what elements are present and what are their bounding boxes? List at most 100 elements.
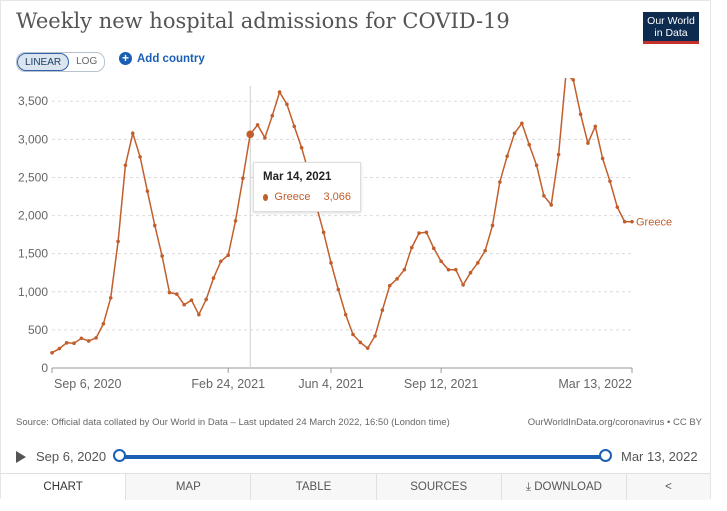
data-point bbox=[512, 131, 517, 136]
data-point bbox=[116, 239, 120, 244]
data-point bbox=[50, 350, 54, 355]
tooltip-date: Mar 14, 2021 bbox=[263, 171, 332, 183]
y-tick-label: 0 bbox=[41, 361, 48, 375]
data-point bbox=[160, 254, 164, 258]
play-icon[interactable] bbox=[16, 451, 26, 463]
data-point bbox=[204, 297, 208, 302]
data-point bbox=[219, 259, 223, 264]
line-chart[interactable]: 0 500 1,000 1,500 2,000 2,500 3,000 3,500 Sep 6,… bbox=[0, 78, 711, 413]
data-point bbox=[622, 219, 627, 224]
data-point bbox=[358, 340, 363, 345]
data-point bbox=[299, 145, 304, 150]
y-tick-label: 2,000 bbox=[18, 209, 48, 223]
download-label: DOWNLOAD bbox=[534, 481, 602, 493]
data-point bbox=[446, 267, 451, 272]
data-point bbox=[152, 223, 157, 228]
data-point bbox=[123, 163, 128, 168]
data-point bbox=[329, 261, 333, 265]
data-point bbox=[241, 176, 245, 181]
data-point bbox=[64, 341, 69, 345]
data-point bbox=[593, 124, 598, 129]
data-point bbox=[461, 283, 465, 287]
add-country-button[interactable]: + Add country bbox=[119, 52, 205, 65]
timeline: Sep 6, 2020 Mar 13, 2022 bbox=[16, 446, 704, 468]
x-tick-label: Jun 4, 2021 bbox=[298, 377, 363, 391]
data-point bbox=[130, 131, 135, 136]
chart-title: Weekly new hospital admissions for COVID… bbox=[16, 9, 510, 33]
series-line-greece bbox=[51, 78, 632, 354]
tab-bar: CHART MAP TABLE SOURCES ⤓ DOWNLOAD < bbox=[1, 473, 711, 500]
logo-line2: in Data bbox=[654, 27, 688, 39]
tab-sources[interactable]: SOURCES bbox=[375, 474, 501, 500]
data-point bbox=[292, 124, 297, 129]
tab-table[interactable]: TABLE bbox=[250, 474, 376, 500]
data-point bbox=[615, 205, 620, 209]
data-point bbox=[270, 113, 275, 118]
data-point bbox=[439, 259, 443, 264]
source-url[interactable]: OurWorldInData.org/coronavirus • CC BY bbox=[527, 417, 702, 428]
data-point bbox=[600, 156, 605, 161]
data-point bbox=[483, 248, 487, 253]
plus-icon: + bbox=[119, 52, 132, 65]
data-point bbox=[263, 136, 267, 140]
data-point bbox=[189, 298, 194, 302]
data-point bbox=[233, 219, 238, 223]
data-point bbox=[145, 189, 150, 193]
data-point bbox=[527, 142, 532, 147]
data-point bbox=[476, 261, 480, 265]
data-point bbox=[409, 245, 414, 250]
timeline-end-label: Mar 13, 2022 bbox=[621, 449, 698, 464]
tab-map[interactable]: MAP bbox=[125, 474, 251, 500]
data-point bbox=[197, 312, 201, 317]
data-point bbox=[86, 339, 91, 343]
data-point bbox=[57, 346, 62, 351]
data-point bbox=[72, 341, 76, 346]
data-point bbox=[571, 78, 576, 82]
data-point bbox=[608, 179, 612, 184]
series-end-label: Greece bbox=[636, 217, 672, 229]
add-country-label: Add country bbox=[137, 52, 205, 65]
y-tick-label: 1,500 bbox=[18, 247, 48, 261]
x-tick-label: Feb 24, 2021 bbox=[191, 377, 265, 391]
logo-line1: Our World bbox=[647, 15, 695, 27]
tab-chart[interactable]: CHART bbox=[1, 474, 126, 500]
tooltip-value: 3,066 bbox=[323, 191, 351, 203]
timeline-track[interactable] bbox=[119, 455, 607, 459]
data-point bbox=[138, 155, 142, 159]
tooltip-series: Greece bbox=[274, 191, 311, 203]
data-point bbox=[373, 334, 377, 338]
data-point bbox=[505, 154, 509, 158]
data-point bbox=[520, 121, 524, 126]
data-point bbox=[387, 283, 392, 288]
data-point bbox=[549, 203, 554, 207]
timeline-start-handle[interactable] bbox=[113, 449, 126, 462]
data-point bbox=[468, 270, 473, 275]
linear-scale-button[interactable]: LINEAR bbox=[17, 53, 70, 71]
data-point bbox=[79, 336, 84, 341]
y-tick-label: 2,500 bbox=[18, 170, 48, 184]
data-point bbox=[490, 223, 495, 228]
data-point bbox=[277, 90, 282, 94]
timeline-end-handle[interactable] bbox=[599, 449, 612, 462]
x-tick-label: Sep 12, 2021 bbox=[404, 377, 478, 391]
data-point bbox=[417, 231, 421, 235]
series-dot-icon bbox=[263, 193, 269, 201]
y-tick-label: 3,000 bbox=[18, 132, 48, 146]
share-button[interactable]: < bbox=[626, 474, 711, 500]
data-point bbox=[182, 302, 186, 307]
x-tick-label: Sep 6, 2020 bbox=[54, 377, 121, 391]
y-tick-label: 3,500 bbox=[18, 94, 48, 108]
data-point bbox=[498, 180, 502, 184]
data-point bbox=[321, 230, 326, 235]
data-point bbox=[365, 346, 370, 350]
y-tick-label: 500 bbox=[28, 323, 48, 337]
data-point bbox=[175, 292, 179, 296]
data-point bbox=[534, 163, 539, 168]
owid-logo[interactable]: Our World in Data bbox=[643, 12, 699, 44]
tooltip: Mar 14, 2021 Greece 3,066 bbox=[253, 162, 361, 212]
log-scale-button[interactable]: LOG bbox=[76, 56, 98, 67]
tab-download[interactable]: ⤓ DOWNLOAD bbox=[500, 474, 627, 500]
data-point bbox=[285, 102, 289, 107]
data-point bbox=[542, 193, 546, 198]
y-tick-label: 1,000 bbox=[18, 285, 48, 299]
